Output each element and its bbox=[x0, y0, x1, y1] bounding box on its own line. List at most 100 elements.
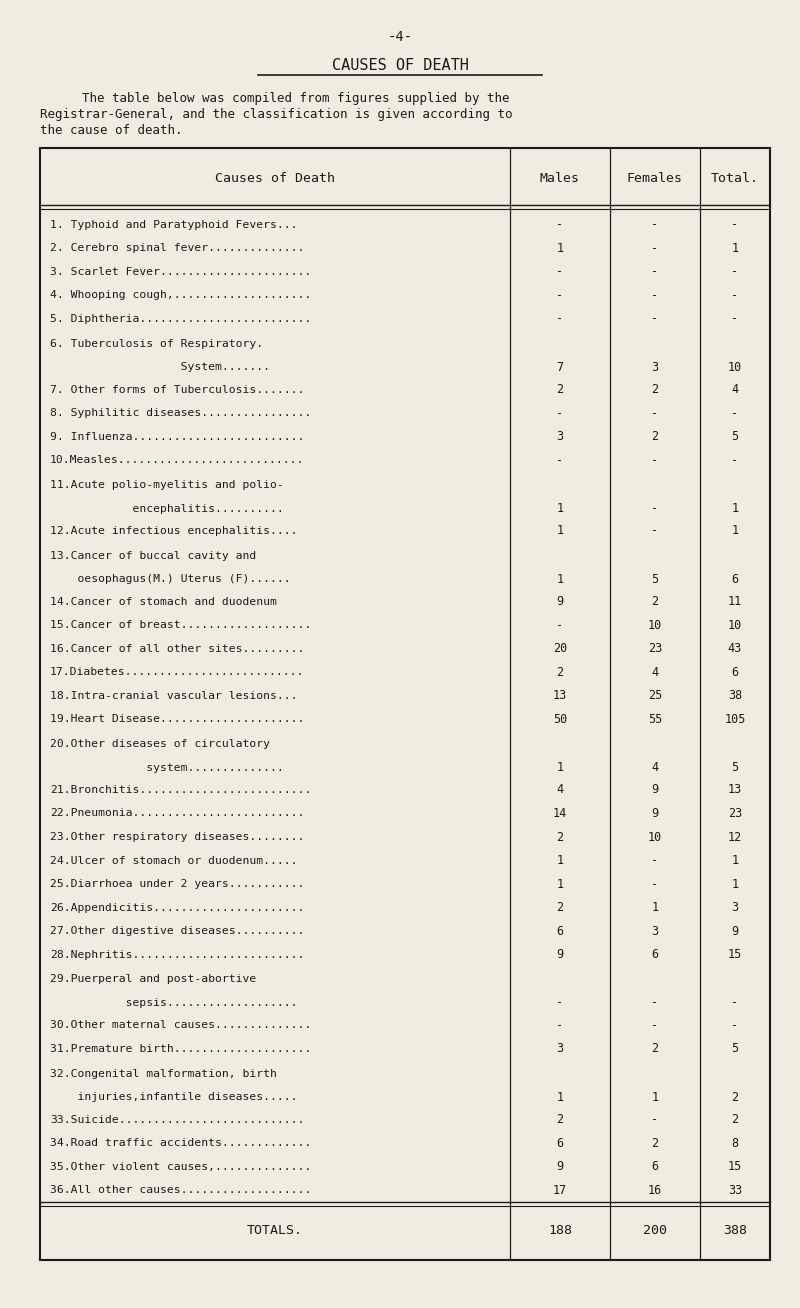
Text: 1: 1 bbox=[557, 854, 563, 867]
Text: 25: 25 bbox=[648, 689, 662, 702]
Text: 1: 1 bbox=[557, 878, 563, 891]
Text: 2: 2 bbox=[557, 383, 563, 396]
Text: 5: 5 bbox=[731, 761, 738, 774]
Text: Total.: Total. bbox=[711, 171, 759, 184]
Text: -: - bbox=[557, 266, 563, 279]
Text: 9: 9 bbox=[651, 807, 658, 820]
Text: 3: 3 bbox=[651, 361, 658, 374]
Text: 1: 1 bbox=[557, 1091, 563, 1104]
Text: -: - bbox=[651, 313, 658, 326]
Text: -: - bbox=[651, 854, 658, 867]
Text: 34.Road traffic accidents.............: 34.Road traffic accidents............. bbox=[50, 1138, 311, 1148]
Text: -: - bbox=[557, 454, 563, 467]
Text: 11: 11 bbox=[728, 595, 742, 608]
Text: 36.All other causes...................: 36.All other causes................... bbox=[50, 1185, 311, 1196]
Text: 17: 17 bbox=[553, 1184, 567, 1197]
Text: 2: 2 bbox=[651, 1042, 658, 1056]
Text: 5: 5 bbox=[651, 573, 658, 586]
Text: TOTALS.: TOTALS. bbox=[247, 1224, 303, 1237]
Text: 1: 1 bbox=[557, 761, 563, 774]
Text: 11.Acute polio-myelitis and polio-: 11.Acute polio-myelitis and polio- bbox=[50, 480, 284, 490]
Text: 9: 9 bbox=[557, 1160, 563, 1173]
Text: Causes of Death: Causes of Death bbox=[215, 171, 335, 184]
Text: 1: 1 bbox=[731, 854, 738, 867]
Text: 105: 105 bbox=[724, 713, 746, 726]
Text: -: - bbox=[651, 407, 658, 420]
Text: -: - bbox=[651, 218, 658, 232]
Text: 38: 38 bbox=[728, 689, 742, 702]
Text: 2. Cerebro spinal fever..............: 2. Cerebro spinal fever.............. bbox=[50, 243, 304, 254]
Text: 6: 6 bbox=[731, 573, 738, 586]
Text: 2: 2 bbox=[651, 430, 658, 443]
Text: -: - bbox=[557, 997, 563, 1010]
Text: 1: 1 bbox=[557, 525, 563, 538]
Text: 10: 10 bbox=[728, 361, 742, 374]
Text: 2: 2 bbox=[557, 1113, 563, 1126]
Text: CAUSES OF DEATH: CAUSES OF DEATH bbox=[331, 58, 469, 73]
Text: 388: 388 bbox=[723, 1224, 747, 1237]
Text: 9: 9 bbox=[651, 783, 658, 797]
Text: 1: 1 bbox=[731, 525, 738, 538]
Text: 1. Typhoid and Paratyphoid Fevers...: 1. Typhoid and Paratyphoid Fevers... bbox=[50, 220, 298, 230]
Text: 13: 13 bbox=[728, 783, 742, 797]
Text: -: - bbox=[651, 266, 658, 279]
Text: 24.Ulcer of stomach or duodenum.....: 24.Ulcer of stomach or duodenum..... bbox=[50, 855, 298, 866]
Text: 8. Syphilitic diseases................: 8. Syphilitic diseases................ bbox=[50, 408, 311, 419]
Text: -: - bbox=[731, 313, 738, 326]
Text: 28.Nephritis.........................: 28.Nephritis......................... bbox=[50, 950, 304, 960]
Text: 33.Suicide...........................: 33.Suicide........................... bbox=[50, 1114, 304, 1125]
Text: encephalitis..........: encephalitis.......... bbox=[50, 504, 284, 514]
Text: 14.Cancer of stomach and duodenum: 14.Cancer of stomach and duodenum bbox=[50, 596, 277, 607]
Text: 2: 2 bbox=[651, 595, 658, 608]
Text: system..............: system.............. bbox=[50, 763, 284, 773]
Text: 2: 2 bbox=[651, 1137, 658, 1150]
Text: 20: 20 bbox=[553, 642, 567, 655]
Text: 5: 5 bbox=[731, 430, 738, 443]
Text: 43: 43 bbox=[728, 642, 742, 655]
Text: -: - bbox=[651, 1019, 658, 1032]
Text: 7: 7 bbox=[557, 361, 563, 374]
Text: 21.Bronchitis.........................: 21.Bronchitis......................... bbox=[50, 785, 311, 795]
Text: 6: 6 bbox=[557, 925, 563, 938]
Text: -: - bbox=[651, 878, 658, 891]
Text: 9: 9 bbox=[557, 948, 563, 961]
Text: 18.Intra-cranial vascular lesions...: 18.Intra-cranial vascular lesions... bbox=[50, 691, 298, 701]
Text: 3: 3 bbox=[557, 430, 563, 443]
Text: 2: 2 bbox=[557, 666, 563, 679]
Text: Females: Females bbox=[627, 171, 683, 184]
Text: 20.Other diseases of circulatory: 20.Other diseases of circulatory bbox=[50, 739, 270, 749]
Text: -: - bbox=[651, 242, 658, 255]
Text: -: - bbox=[651, 1113, 658, 1126]
Text: 27.Other digestive diseases..........: 27.Other digestive diseases.......... bbox=[50, 926, 304, 937]
Text: 188: 188 bbox=[548, 1224, 572, 1237]
Text: Males: Males bbox=[540, 171, 580, 184]
Text: 15.Cancer of breast...................: 15.Cancer of breast................... bbox=[50, 620, 311, 630]
Text: 9. Influenza.........................: 9. Influenza......................... bbox=[50, 432, 304, 442]
Text: -4-: -4- bbox=[387, 30, 413, 44]
Text: 2: 2 bbox=[731, 1113, 738, 1126]
Text: -: - bbox=[651, 997, 658, 1010]
Text: 19.Heart Disease.....................: 19.Heart Disease..................... bbox=[50, 714, 304, 725]
Text: 16: 16 bbox=[648, 1184, 662, 1197]
Text: 2: 2 bbox=[651, 383, 658, 396]
Text: 5: 5 bbox=[731, 1042, 738, 1056]
Text: -: - bbox=[731, 997, 738, 1010]
Text: sepsis...................: sepsis................... bbox=[50, 998, 298, 1008]
Text: System.......: System....... bbox=[50, 362, 270, 373]
Text: -: - bbox=[731, 289, 738, 302]
Text: 1: 1 bbox=[557, 502, 563, 515]
Text: 2: 2 bbox=[557, 831, 563, 844]
Text: 200: 200 bbox=[643, 1224, 667, 1237]
Text: -: - bbox=[557, 218, 563, 232]
Text: 25.Diarrhoea under 2 years...........: 25.Diarrhoea under 2 years........... bbox=[50, 879, 304, 889]
Text: 12.Acute infectious encephalitis....: 12.Acute infectious encephalitis.... bbox=[50, 526, 298, 536]
Text: -: - bbox=[557, 313, 563, 326]
Text: 1: 1 bbox=[731, 878, 738, 891]
Text: -: - bbox=[731, 266, 738, 279]
Text: Registrar-General, and the classification is given according to: Registrar-General, and the classificatio… bbox=[40, 109, 513, 122]
Bar bbox=[40, 148, 770, 1260]
Text: 16.Cancer of all other sites.........: 16.Cancer of all other sites......... bbox=[50, 644, 304, 654]
Text: 1: 1 bbox=[651, 1091, 658, 1104]
Text: 3: 3 bbox=[651, 925, 658, 938]
Text: 4: 4 bbox=[731, 383, 738, 396]
